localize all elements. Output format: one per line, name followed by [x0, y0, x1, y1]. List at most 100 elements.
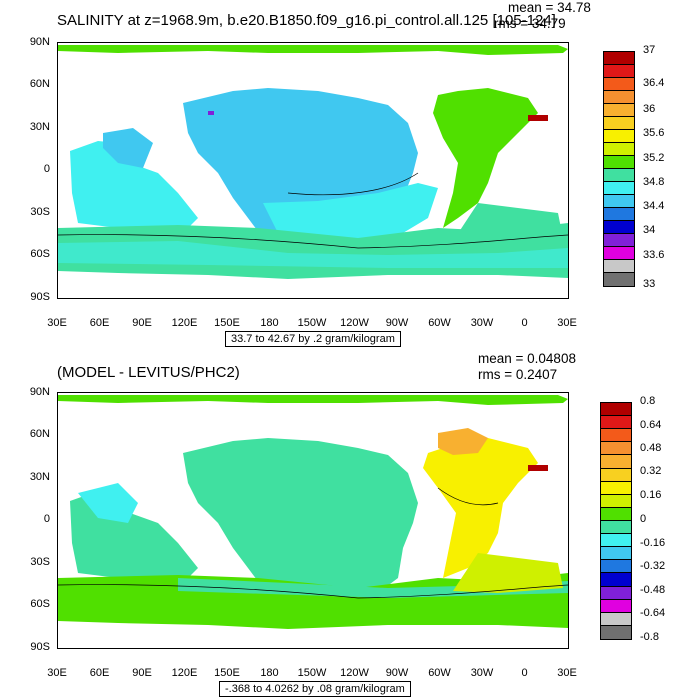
top-indian-north [103, 128, 153, 168]
colorbar-swatch [604, 104, 634, 117]
colorbar-swatch [604, 247, 634, 260]
bottom-contour-info: -.368 to 4.0262 by .08 gram/kilogram [219, 681, 411, 697]
bottom-lon-label: 60W [428, 667, 451, 679]
colorbar-label: 0.64 [640, 419, 662, 431]
top-mean: mean = 34.78 [508, 0, 591, 15]
bottom-lat-label: 90N [29, 386, 50, 398]
colorbar-label: 36 [643, 103, 656, 115]
top-lon-label: 180 [260, 317, 279, 329]
bottom-lon-label: 150W [297, 667, 327, 679]
top-lon-label: 60E [89, 317, 110, 329]
colorbar-swatch [604, 195, 634, 208]
colorbar-swatch [601, 560, 631, 574]
colorbar-label: 37 [643, 44, 656, 56]
top-lat-label: 90N [29, 36, 50, 48]
top-title: SALINITY at z=1968.9m, b.e20.B1850.f09_g… [57, 12, 556, 29]
colorbar-swatch [604, 169, 634, 182]
bottom-lon-label: 180 [260, 667, 279, 679]
bottom-lat-label: 60N [29, 428, 50, 440]
bottom-lon-label: 120E [171, 667, 198, 679]
bottom-lon-label: 60E [89, 667, 110, 679]
colorbar-swatch [604, 273, 634, 286]
colorbar-swatch [601, 442, 631, 456]
colorbar-label: 34.4 [643, 200, 665, 212]
colorbar-swatch [601, 599, 631, 613]
top-contour-info: 33.7 to 42.67 by .2 gram/kilogram [225, 331, 401, 347]
top-indian-ocean [70, 141, 198, 228]
bottom-lon-label: 30E [557, 667, 577, 679]
top-lon-label: 90E [132, 317, 152, 329]
bottom-southern-band [178, 578, 568, 598]
top-lon-label: 120W [340, 317, 369, 329]
top-contour [58, 234, 568, 249]
top-rms: rms = 34.79 [494, 16, 566, 31]
bottom-panel: (MODEL - LEVITUS/PHC2) mean = 0.04808 rm… [0, 350, 700, 700]
bottom-mediterranean [528, 465, 548, 471]
colorbar-swatch [604, 130, 634, 143]
colorbar-label: 36.4 [643, 77, 665, 89]
colorbar-swatch [604, 65, 634, 78]
top-lat-label: 30S [30, 206, 50, 218]
bottom-contour [58, 584, 568, 599]
colorbar-swatch [601, 573, 631, 587]
top-pacific-south [263, 183, 438, 243]
top-lat-label: 30N [29, 121, 50, 133]
top-mediterranean [528, 115, 548, 121]
colorbar-swatch [604, 52, 634, 65]
top-lat-label: 90S [30, 291, 50, 303]
colorbar-swatch [604, 260, 634, 273]
colorbar-swatch [601, 547, 631, 561]
top-arctic-ocean [58, 45, 568, 55]
colorbar-label: 0.32 [640, 465, 662, 477]
bottom-lat-label: 60S [30, 598, 50, 610]
top-lon-label: 90W [385, 317, 409, 329]
colorbar-label: 0.16 [640, 489, 662, 501]
colorbar-label: 33 [643, 278, 656, 290]
bottom-lat-label: 90S [30, 641, 50, 653]
colorbar-swatch [604, 143, 634, 156]
colorbar-swatch [601, 494, 631, 508]
top-lat-label: 60S [30, 248, 50, 260]
bottom-difference-map [57, 392, 569, 649]
top-colorbar [603, 51, 635, 287]
bottom-lon-label: 30W [470, 667, 494, 679]
top-lon-label: 150E [214, 317, 240, 329]
colorbar-swatch [604, 91, 634, 104]
bottom-title: (MODEL - LEVITUS/PHC2) [57, 364, 240, 381]
colorbar-swatch [604, 78, 634, 91]
colorbar-swatch [601, 403, 631, 417]
bottom-lat-label: 30N [29, 471, 50, 483]
bottom-indian-north [78, 483, 138, 523]
colorbar-swatch [601, 416, 631, 430]
colorbar-swatch [604, 117, 634, 130]
colorbar-swatch [601, 455, 631, 469]
bottom-lat-label: 0 [43, 513, 50, 525]
top-panel: SALINITY at z=1968.9m, b.e20.B1850.f09_g… [29, 0, 665, 347]
top-lon-label: 30E [557, 317, 577, 329]
bottom-lon-label: 150E [214, 667, 240, 679]
top-lat-label: 0 [43, 163, 50, 175]
bottom-map-canvas [58, 395, 568, 629]
colorbar-swatch [604, 208, 634, 221]
top-red-sea [208, 111, 214, 115]
top-contour [287, 172, 419, 196]
colorbar-swatch [601, 481, 631, 495]
colorbar-swatch [604, 156, 634, 169]
bottom-contour [437, 487, 499, 506]
bottom-lon-label: 120W [340, 667, 369, 679]
colorbar-label: -0.16 [640, 537, 666, 549]
top-lon-label: 150W [297, 317, 327, 329]
colorbar-swatch [601, 586, 631, 600]
colorbar-swatch [601, 520, 631, 535]
bottom-pacific-ocean [183, 438, 418, 603]
colorbar-label: -0.64 [640, 607, 666, 619]
colorbar-swatch [604, 182, 634, 195]
top-lat-label: 60N [29, 78, 50, 90]
bottom-atlantic-north [438, 428, 488, 455]
colorbar-label: 0.8 [640, 395, 656, 407]
colorbar-label: -0.32 [640, 560, 666, 572]
top-lon-label: 30E [47, 317, 67, 329]
top-atlantic-ocean [433, 88, 538, 228]
colorbar-label: 0.48 [640, 442, 662, 454]
top-lon-label: 60W [428, 317, 451, 329]
